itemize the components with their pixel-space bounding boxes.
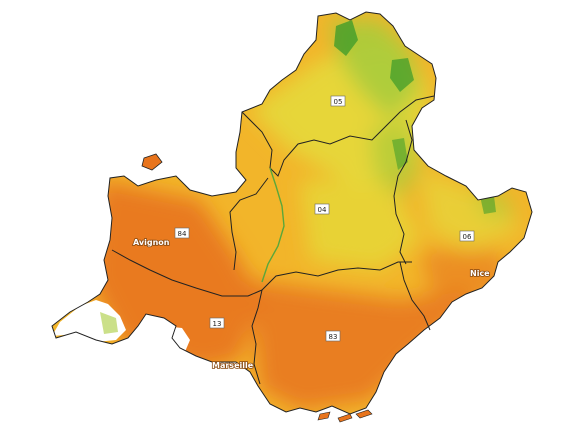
city-label-avignon: Avignon (133, 238, 170, 247)
dept-label-13: 13 (209, 317, 225, 329)
enclave-islet (141, 153, 163, 171)
city-label-nice: Nice (470, 269, 490, 278)
svg-text:05: 05 (334, 98, 343, 106)
svg-text:84: 84 (178, 230, 187, 238)
department-labels: 05 04 84 06 13 83 (174, 95, 475, 342)
dept-label-83: 83 (325, 330, 341, 342)
city-labels: Avignon Nice Marseille (132, 237, 491, 371)
dept-label-04: 04 (314, 203, 330, 215)
svg-text:04: 04 (318, 206, 327, 214)
svg-text:13: 13 (213, 320, 222, 328)
svg-text:06: 06 (463, 233, 472, 241)
dept-label-05: 05 (330, 95, 346, 107)
city-label-marseille: Marseille (212, 361, 254, 370)
hyeres-islands (317, 409, 373, 423)
department-boundaries (111, 95, 435, 385)
dept-label-06: 06 (459, 230, 475, 242)
svg-text:83: 83 (329, 333, 338, 341)
dept-label-84: 84 (174, 227, 190, 239)
